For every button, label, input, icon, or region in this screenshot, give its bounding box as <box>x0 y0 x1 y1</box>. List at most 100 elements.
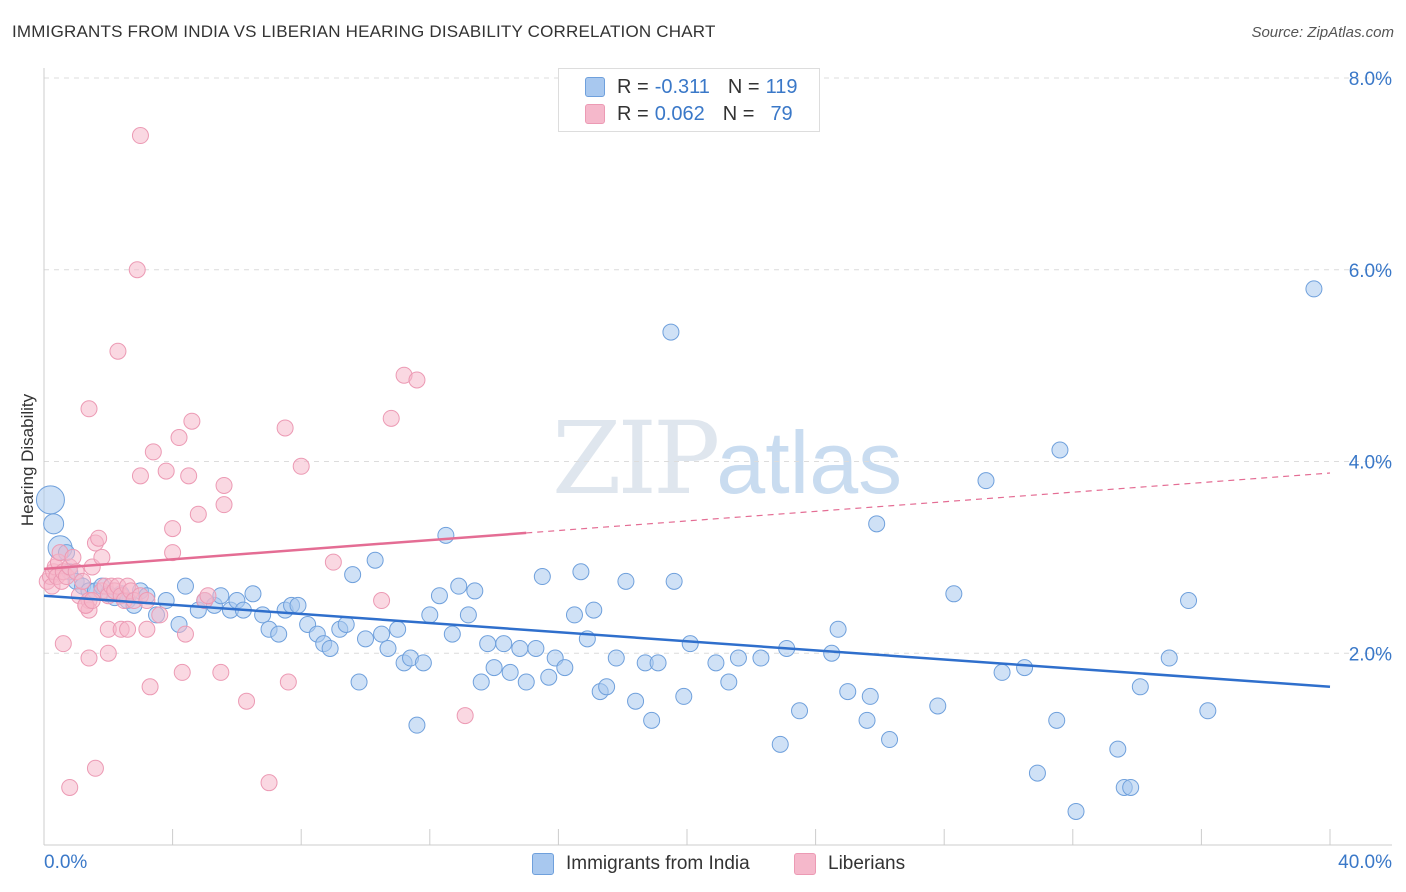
data-point <box>1016 659 1034 677</box>
data-point <box>366 551 384 569</box>
data-point <box>617 572 635 590</box>
data-point <box>707 654 725 672</box>
bottom-legend-liberians: Liberians <box>794 852 905 876</box>
data-point <box>141 678 159 696</box>
watermark: ZIPatlas <box>552 400 902 517</box>
y-tick-label: 6.0% <box>1349 261 1392 282</box>
legend-n-value: 79 <box>770 102 793 125</box>
y-tick-label: 2.0% <box>1349 644 1392 665</box>
data-point <box>164 544 182 562</box>
data-point <box>533 568 551 586</box>
data-point <box>199 587 217 605</box>
data-point <box>173 663 191 681</box>
data-point <box>720 673 738 691</box>
data-point <box>1160 649 1178 667</box>
data-point <box>868 515 886 533</box>
data-point <box>501 663 519 681</box>
axes <box>43 68 1392 846</box>
y-tick-labels: 2.0% 4.0% 6.0% 8.0% <box>1349 69 1392 665</box>
data-point <box>1051 441 1069 459</box>
data-point <box>993 663 1011 681</box>
data-point <box>607 649 625 667</box>
data-point <box>450 577 468 595</box>
data-point <box>373 592 391 610</box>
data-point <box>839 683 857 701</box>
data-point <box>414 654 432 672</box>
data-point <box>456 707 474 725</box>
bottom-legend-label-india: Immigrants from India <box>566 853 750 874</box>
data-point <box>1109 740 1127 758</box>
data-point <box>90 529 108 547</box>
data-point <box>1067 802 1085 820</box>
data-point <box>373 625 391 643</box>
data-point <box>437 526 455 544</box>
data-point <box>479 635 497 653</box>
data-point <box>74 572 92 590</box>
data-point <box>260 774 278 792</box>
data-point <box>279 673 297 691</box>
data-point <box>662 323 680 341</box>
chart-title: IMMIGRANTS FROM INDIA VS LIBERIAN HEARIN… <box>12 22 716 41</box>
data-point <box>627 692 645 710</box>
data-point <box>324 553 342 571</box>
data-point <box>495 635 513 653</box>
series-liberians <box>38 127 474 796</box>
data-point <box>350 673 368 691</box>
y-tick-label: 4.0% <box>1349 453 1392 474</box>
data-point <box>289 596 307 614</box>
data-point <box>729 649 747 667</box>
data-point <box>61 778 79 796</box>
data-point <box>382 409 400 427</box>
data-point <box>665 572 683 590</box>
trend-lines <box>43 472 1331 689</box>
data-point <box>119 620 137 638</box>
data-point <box>861 687 879 705</box>
x-tick-label-max: 40.0% <box>1338 852 1392 873</box>
data-point <box>572 563 590 581</box>
data-point <box>180 467 198 485</box>
data-point <box>270 625 288 643</box>
data-point <box>54 635 72 653</box>
data-point <box>929 697 947 715</box>
trend-line-liberians <box>43 531 527 571</box>
data-point <box>649 654 667 672</box>
data-point <box>176 625 194 643</box>
data-point <box>585 601 603 619</box>
bottom-legend-swatch-liberians <box>794 853 816 875</box>
legend-n-label: N = <box>727 75 760 98</box>
data-point <box>598 678 616 696</box>
data-point <box>1028 764 1046 782</box>
bottom-legend-india: Immigrants from India <box>532 852 750 876</box>
bottom-legend-label-liberians: Liberians <box>828 853 906 874</box>
data-point <box>643 711 661 729</box>
data-point <box>408 371 426 389</box>
data-point <box>791 702 809 720</box>
data-point <box>138 620 156 638</box>
data-point <box>99 644 117 662</box>
data-point <box>157 592 175 610</box>
legend-swatch-liberians <box>585 104 605 124</box>
x-tick-label-min: 0.0% <box>44 852 88 873</box>
legend-row-liberians: R = 0.062 N = 79 <box>585 102 793 126</box>
data-point <box>421 606 439 624</box>
data-point <box>485 659 503 677</box>
legend-r-value: 0.062 <box>654 102 705 125</box>
data-point <box>443 625 461 643</box>
data-point <box>321 639 339 657</box>
data-point <box>131 467 149 485</box>
data-point <box>752 649 770 667</box>
legend-r-label: R = <box>617 75 649 98</box>
data-point <box>276 419 294 437</box>
data-point <box>511 639 529 657</box>
data-point <box>1131 678 1149 696</box>
data-point <box>344 566 362 584</box>
data-point <box>1048 711 1066 729</box>
data-point <box>565 606 583 624</box>
trend-line-liberians-extension <box>526 472 1331 534</box>
data-point <box>138 592 156 610</box>
data-point <box>823 644 841 662</box>
watermark-zip: ZIP <box>552 400 720 517</box>
data-point <box>254 606 272 624</box>
data-point <box>858 711 876 729</box>
data-point <box>527 639 545 657</box>
